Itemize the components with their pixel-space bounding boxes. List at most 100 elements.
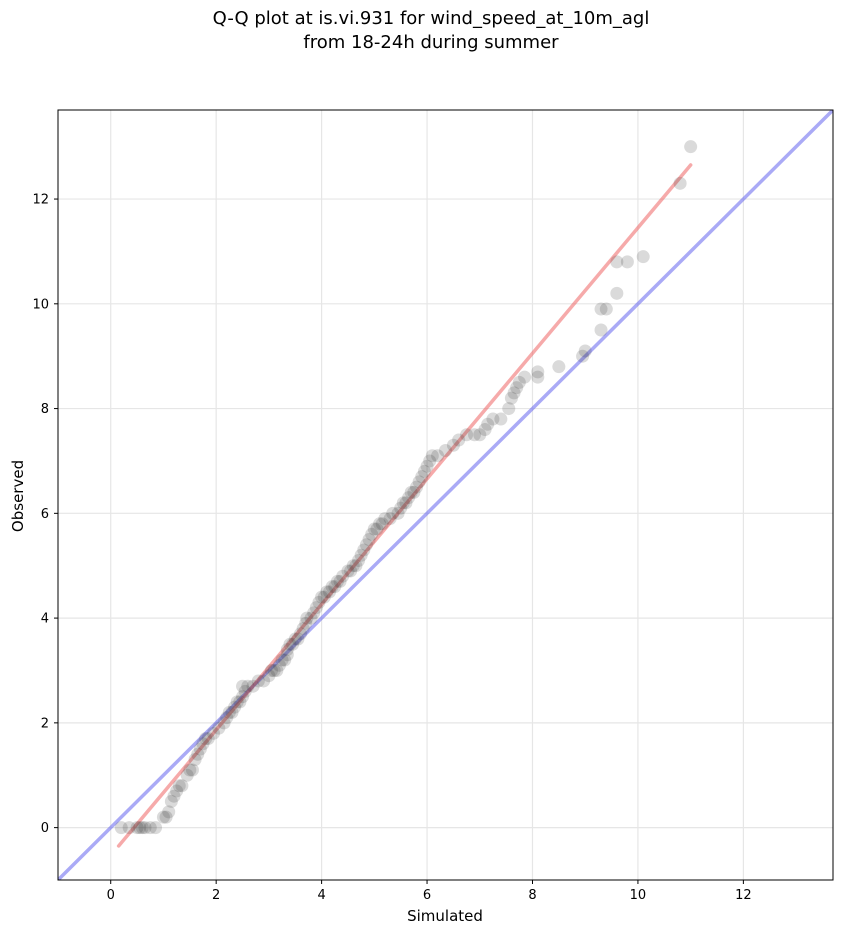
qq-point — [283, 637, 297, 651]
qq-point — [238, 684, 252, 698]
qq-point — [167, 789, 181, 803]
qq-point — [257, 674, 271, 688]
qq-point — [620, 255, 634, 269]
qq-point — [510, 381, 524, 395]
qq-point — [288, 632, 302, 646]
qq-point — [531, 365, 545, 379]
qq-point — [133, 821, 147, 835]
qq-point — [578, 344, 592, 358]
y-axis: 0 2 4 6 8 10 12 — [32, 193, 58, 836]
qq-point — [494, 412, 508, 426]
qq-point — [467, 428, 481, 442]
qq-point — [317, 590, 331, 604]
qq-point — [236, 679, 250, 693]
qq-point — [375, 517, 389, 531]
x-tick-label: 2 — [212, 888, 220, 903]
qq-point — [407, 485, 421, 499]
qq-point — [193, 742, 207, 756]
qq-point — [423, 454, 437, 468]
qq-point — [473, 428, 487, 442]
qq-point — [143, 821, 157, 835]
qq-point — [164, 794, 178, 808]
qq-point — [636, 250, 650, 264]
qq-point — [599, 302, 613, 316]
plot-frame — [57, 109, 834, 881]
qq-point — [294, 627, 308, 641]
qq-point — [191, 747, 205, 761]
y-tick-label: 8 — [41, 402, 49, 417]
x-tick-label: 12 — [735, 888, 752, 903]
qq-point — [228, 700, 242, 714]
qq-point — [383, 512, 397, 526]
qq-point — [431, 449, 445, 463]
qq-point — [346, 559, 360, 573]
qq-point — [359, 538, 373, 552]
qq-point — [402, 491, 416, 505]
qq-point — [233, 695, 247, 709]
qq-point — [410, 480, 424, 494]
qq-point — [362, 533, 376, 547]
qq-point — [352, 553, 366, 567]
qq-point — [365, 527, 379, 541]
qq-point — [460, 428, 474, 442]
qq-point — [518, 370, 532, 384]
qq-point — [404, 485, 418, 499]
qq-point — [394, 501, 408, 515]
qq-point — [300, 611, 314, 625]
qq-point — [552, 360, 566, 374]
qq-point — [320, 585, 334, 599]
qq-point — [230, 695, 244, 709]
qq-point — [576, 349, 590, 363]
plot-area — [57, 109, 834, 881]
qq-point — [507, 386, 521, 400]
qq-point — [478, 423, 492, 437]
qq-point — [610, 255, 624, 269]
qq-point — [391, 506, 405, 520]
qq-point — [275, 653, 289, 667]
identity-line — [58, 110, 833, 880]
qq-point — [199, 732, 213, 746]
qq-point — [159, 810, 173, 824]
qq-point — [594, 323, 608, 337]
qq-point — [201, 732, 215, 746]
qq-point — [265, 663, 279, 677]
line-layer — [58, 110, 833, 880]
qq-point — [114, 821, 128, 835]
qq-point — [299, 616, 313, 630]
x-tick-label: 8 — [528, 888, 536, 903]
qq-point — [684, 140, 698, 154]
qq-point — [417, 464, 431, 478]
qq-point — [172, 779, 186, 793]
qq-point — [149, 821, 163, 835]
qq-point — [312, 595, 326, 609]
qq-point — [196, 737, 210, 751]
qq-point — [330, 574, 344, 588]
qq-point — [349, 559, 363, 573]
qq-point — [396, 496, 410, 510]
qq-point — [220, 711, 234, 725]
qq-point — [323, 585, 337, 599]
qq-point — [594, 302, 608, 316]
qq-point — [180, 768, 194, 782]
qq-point — [122, 821, 136, 835]
qq-point — [502, 402, 516, 416]
x-tick-label: 6 — [423, 888, 431, 903]
qq-point — [325, 580, 339, 594]
chart-title-line-2: from 18-24h during summer — [303, 32, 559, 53]
fit-line — [116, 163, 693, 848]
qq-point — [162, 805, 176, 819]
qq-point — [280, 643, 294, 657]
qq-point — [412, 475, 426, 489]
x-axis: 0 2 4 6 8 10 12 — [107, 880, 752, 903]
qq-point — [130, 821, 144, 835]
qq-point — [212, 721, 226, 735]
y-tick-label: 0 — [41, 821, 49, 836]
y-tick-label: 4 — [41, 612, 49, 627]
qq-point — [452, 433, 466, 447]
qq-point — [262, 669, 276, 683]
grid-layer — [58, 110, 833, 880]
qq-point — [135, 821, 149, 835]
qq-point — [188, 753, 202, 767]
x-axis-label: Simulated — [407, 907, 483, 925]
qq-point — [415, 470, 429, 484]
